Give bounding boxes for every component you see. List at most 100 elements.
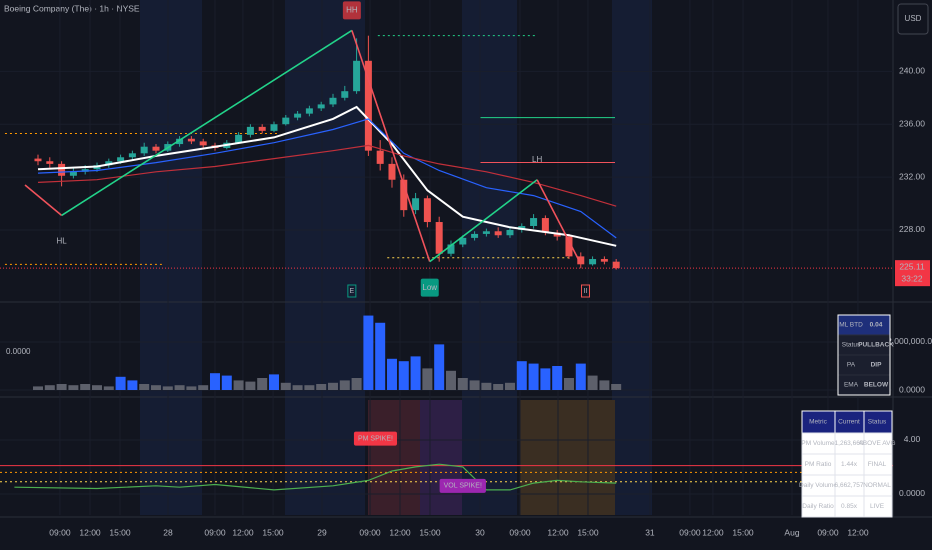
candle-body — [565, 236, 573, 257]
candle-body — [376, 150, 384, 164]
candle-body — [530, 218, 538, 226]
candle-body — [270, 124, 278, 131]
candle-body — [128, 153, 136, 158]
volume-bar — [186, 386, 197, 391]
status-value: DIP — [871, 362, 883, 369]
signal-marker-box — [347, 284, 357, 298]
candle-body — [341, 91, 349, 98]
x-tick-label: 30 — [475, 527, 485, 537]
candle-body — [152, 146, 160, 151]
x-tick-label: 12:00 — [232, 527, 254, 537]
pivot-label-box — [420, 278, 439, 297]
candle-body — [69, 171, 77, 176]
volume-bar — [209, 373, 220, 391]
volume-bar — [150, 385, 161, 391]
candle-body — [482, 231, 490, 234]
volume-bar — [575, 363, 586, 391]
metrics-header: Metric — [809, 419, 827, 426]
volume-bar — [91, 385, 102, 391]
volume-bar — [398, 361, 409, 391]
x-tick-label: 09:00 — [359, 527, 381, 537]
spike-zone — [520, 400, 615, 515]
y-tick-label: 240.00 — [899, 66, 925, 76]
session-bands — [140, 0, 652, 515]
y-tick-label: 0.0000 — [899, 384, 925, 394]
spike-zone — [368, 400, 420, 515]
volume-bar — [493, 384, 504, 391]
spike-zone — [420, 400, 462, 515]
volume-bar — [268, 374, 279, 391]
candle-body — [46, 161, 54, 164]
currency-box[interactable] — [897, 3, 929, 35]
volume-bar — [292, 385, 303, 391]
signal-marker-box — [581, 284, 591, 298]
candle-body — [117, 157, 125, 162]
annotation-box — [353, 431, 397, 446]
annotation-box — [439, 478, 486, 493]
candle-body — [329, 97, 337, 105]
volume-bar — [327, 382, 338, 391]
volume-bar — [363, 315, 374, 391]
zigzag-segment — [351, 30, 431, 262]
candle-body — [423, 198, 431, 223]
candle-body — [105, 161, 113, 166]
x-tick-label: 15:00 — [262, 527, 284, 537]
session-band — [612, 0, 652, 515]
zigzag-segment — [61, 29, 353, 217]
x-tick-label: 12:00 — [389, 527, 411, 537]
oscillator-line — [14, 463, 617, 491]
volume-bar — [410, 356, 421, 391]
candle-body — [294, 113, 302, 118]
volume-bar — [375, 322, 386, 391]
candle-body — [494, 231, 502, 236]
candle-body — [541, 218, 549, 233]
volume-bar — [32, 386, 43, 391]
volume-bar — [599, 380, 610, 391]
volume-bar — [481, 382, 492, 391]
metrics-value: LIVE — [870, 503, 885, 510]
y-tick-label: 0.0000 — [899, 488, 925, 498]
y-tick-label: 232.00 — [899, 171, 925, 181]
x-tick-label: 12:00 — [847, 527, 869, 537]
volume-bar — [245, 381, 256, 391]
volume-bar — [469, 380, 480, 391]
candle-body — [353, 60, 361, 92]
metrics-value: PM Volume — [801, 440, 835, 447]
metrics-value: 6,662,757 — [835, 482, 864, 489]
y-tick-label: 2,000,000.00 — [887, 336, 932, 346]
candle-body — [459, 237, 467, 245]
currency-label[interactable]: USD — [905, 14, 922, 23]
volume-bar — [552, 365, 563, 391]
candle-body — [388, 163, 396, 180]
volume-bar — [434, 344, 445, 391]
status-key: EMA — [844, 382, 859, 389]
moving-average — [37, 118, 617, 239]
volume-bar — [422, 368, 433, 391]
metrics-value: 0.85x — [841, 503, 858, 510]
zigzag-segment — [536, 179, 581, 263]
volume-bar — [127, 380, 138, 391]
x-tick-label: 12:00 — [79, 527, 101, 537]
volume-bar — [316, 384, 327, 391]
x-tick-label: 09:00 — [817, 527, 839, 537]
x-tick-label: 09:00 — [679, 527, 701, 537]
candle-body — [612, 261, 620, 269]
volume-bar — [587, 375, 598, 391]
volume-bar — [457, 377, 468, 391]
volume-bar — [528, 363, 539, 391]
status-key: ML BTD — [839, 322, 863, 329]
candle-body — [235, 134, 243, 143]
volume-bar — [80, 384, 91, 391]
indicator-value: 0.0000 — [6, 347, 31, 356]
volume-bar — [221, 375, 232, 391]
zigzag-segment — [24, 184, 63, 217]
volume-bar — [103, 386, 114, 391]
metrics-value: NORMAL — [863, 482, 891, 489]
metrics-value: FINAL — [868, 461, 887, 468]
candle-body — [589, 259, 597, 265]
candle-body — [34, 158, 42, 162]
candle-body — [506, 229, 514, 236]
x-tick-label: 15:00 — [577, 527, 599, 537]
metrics-value: Daily Ratio — [802, 503, 834, 510]
